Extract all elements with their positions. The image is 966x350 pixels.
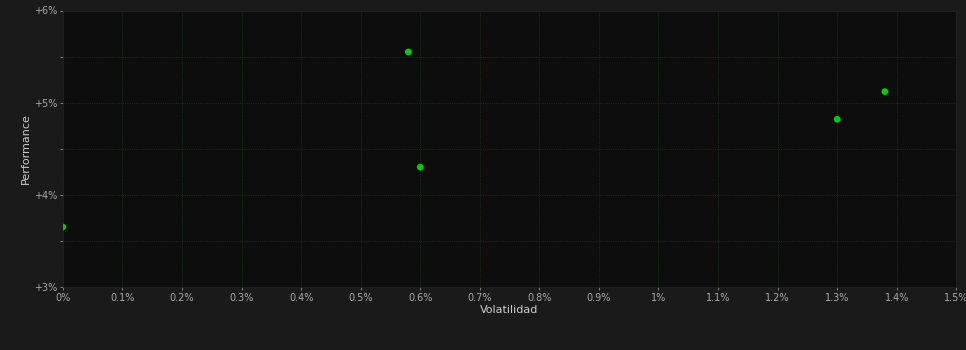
Point	[55, 224, 71, 230]
Point	[830, 117, 845, 122]
Y-axis label: Performance: Performance	[21, 113, 31, 184]
Point	[401, 49, 416, 55]
Point	[877, 89, 893, 95]
Point	[412, 164, 428, 170]
X-axis label: Volatilidad: Volatilidad	[480, 305, 539, 315]
